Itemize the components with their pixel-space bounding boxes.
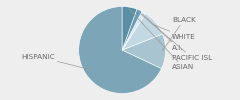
Text: PACIFIC ISL: PACIFIC ISL	[138, 12, 212, 61]
Text: HISPANIC: HISPANIC	[21, 54, 91, 70]
Wedge shape	[122, 9, 142, 50]
Text: BLACK: BLACK	[162, 17, 196, 51]
Wedge shape	[79, 6, 162, 94]
Wedge shape	[122, 11, 145, 50]
Text: ASIAN: ASIAN	[129, 9, 194, 70]
Wedge shape	[122, 34, 166, 68]
Wedge shape	[122, 13, 162, 50]
Wedge shape	[122, 6, 137, 50]
Text: A.I.: A.I.	[143, 14, 184, 51]
Text: WHITE: WHITE	[153, 24, 196, 40]
